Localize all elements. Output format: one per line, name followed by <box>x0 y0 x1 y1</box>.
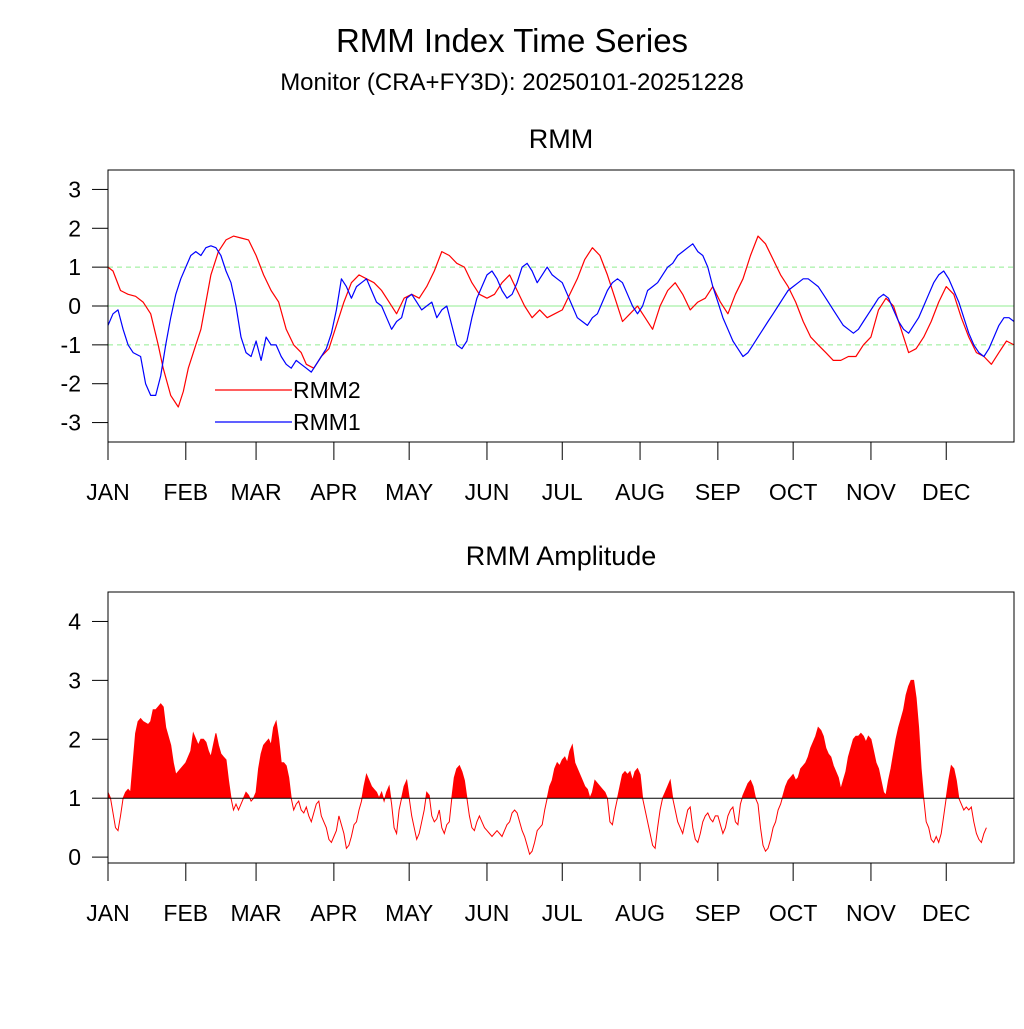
rmm-ytick-label: 0 <box>68 293 81 319</box>
amplitude-xtick-label: NOV <box>846 900 897 926</box>
amplitude-x-axis: JAN FEB MAR APR MAY JUN JUL AUG SEP OCT NOV DEC <box>86 863 971 926</box>
rmm-xtick-label: MAR <box>231 479 282 505</box>
rmm-ytick-label: -3 <box>61 410 81 436</box>
amplitude-fill-group <box>108 680 987 799</box>
figure-subtitle: Monitor (CRA+FY3D): 20250101-20251228 <box>280 69 744 96</box>
rmm-xtick-label: JAN <box>86 479 129 505</box>
rmm-ytick-label: 3 <box>68 176 81 202</box>
rmm-xtick-label: SEP <box>695 479 741 505</box>
amplitude-xtick-label: JUN <box>465 900 510 926</box>
amplitude-plot-frame <box>107 591 1015 864</box>
amplitude-xtick-label: OCT <box>769 900 818 926</box>
amplitude-line-group <box>107 679 987 856</box>
rmm-xtick-label: JUN <box>465 479 510 505</box>
legend-label-rmm2: RMM2 <box>293 377 361 403</box>
legend-label-rmm1: RMM1 <box>293 409 361 435</box>
rmm-legend: RMM2 RMM1 <box>215 377 361 435</box>
amplitude-xtick-label: AUG <box>615 900 665 926</box>
amplitude-ytick-label: 0 <box>68 844 81 870</box>
rmm-reference-lines <box>108 266 1014 346</box>
amplitude-panel: RMM Amplitude 4 3 2 1 0 JAN FEB MAR APR MAY JUN JU… <box>68 541 1015 926</box>
rmm-xtick-label: FEB <box>163 479 208 505</box>
rmm-ytick-label: 1 <box>68 254 81 280</box>
rmm-xtick-label: OCT <box>769 479 818 505</box>
amplitude-xtick-label: MAY <box>385 900 433 926</box>
amplitude-fill-area <box>108 680 987 799</box>
figure-title: RMM Index Time Series <box>336 22 688 59</box>
rmm-xtick-label: MAY <box>385 479 433 505</box>
amplitude-xtick-label: JAN <box>86 900 129 926</box>
rmm-panel: RMM 3 2 1 0 -1 -2 -3 JAN FEB MAR APR MAY JUN JUL AUG S… <box>61 124 1015 505</box>
rmm-ytick-label: -1 <box>61 332 81 358</box>
amplitude-ytick-label: 2 <box>68 726 81 752</box>
amplitude-ytick-label: 4 <box>68 608 81 634</box>
series-line-rmm2 <box>107 235 1015 408</box>
series-line-rmm1 <box>107 243 1015 396</box>
rmm-xtick-label: NOV <box>846 479 897 505</box>
rmm-xtick-label: DEC <box>922 479 971 505</box>
amplitude-xtick-label: FEB <box>163 900 208 926</box>
rmm-y-axis: 3 2 1 0 -1 -2 -3 <box>61 176 108 436</box>
rmm-xtick-label: APR <box>310 479 357 505</box>
rmm-ytick-label: -2 <box>61 371 81 397</box>
amplitude-ytick-label: 3 <box>68 667 81 693</box>
amplitude-panel-title: RMM Amplitude <box>466 541 657 571</box>
rmm-ytick-label: 2 <box>68 215 81 241</box>
amplitude-y-axis: 4 3 2 1 0 <box>68 608 108 870</box>
amplitude-xtick-label: JUL <box>542 900 583 926</box>
amplitude-ytick-label: 1 <box>68 785 81 811</box>
amplitude-xtick-label: APR <box>310 900 357 926</box>
amplitude-xtick-label: MAR <box>231 900 282 926</box>
amplitude-line <box>107 679 987 856</box>
rmm-xtick-label: JUL <box>542 479 583 505</box>
rmm-xtick-label: AUG <box>615 479 665 505</box>
rmm-series-group <box>107 235 1015 408</box>
amplitude-xtick-label: SEP <box>695 900 741 926</box>
rmm-x-axis: JAN FEB MAR APR MAY JUN JUL AUG SEP OCT NOV DEC <box>86 442 971 505</box>
rmm-panel-title: RMM <box>529 124 593 154</box>
amplitude-xtick-label: DEC <box>922 900 971 926</box>
